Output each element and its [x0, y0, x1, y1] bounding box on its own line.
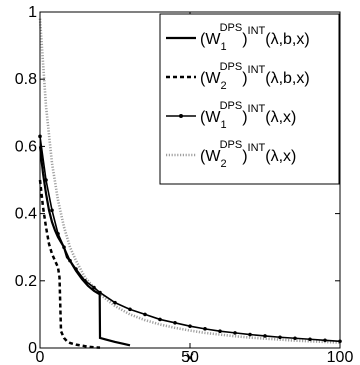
series-3-point [203, 327, 207, 331]
series-3-point [188, 324, 192, 328]
series-line-2 [38, 179, 101, 349]
x-axis-label: x [186, 349, 194, 365]
y-tick-label: 0.2 [15, 273, 37, 290]
y-tick-label: 0 [28, 340, 37, 357]
series-3-point [263, 334, 267, 338]
series-line-4 [38, 18, 341, 344]
legend-marker [179, 114, 183, 118]
legend-label-4: (W2DPS)INT(λ,x) [200, 139, 296, 170]
series-3-point [128, 307, 132, 312]
y-tick-label: 1 [28, 4, 37, 21]
series-3-point [293, 336, 297, 341]
series-3-point [278, 335, 282, 340]
series-3-point [308, 337, 312, 342]
series-3-point [50, 208, 54, 213]
series-3-point [233, 331, 237, 335]
legend-box [159, 13, 340, 185]
axes: 0 0.2 0.4 0.6 0.8 1 0 50 100 [15, 4, 354, 365]
x-tick-label: 0 [36, 349, 45, 365]
series-3-point [92, 285, 96, 290]
plot-area [38, 18, 342, 349]
legend-label-2: (W2DPS)INT(λ,b,x) [200, 61, 310, 92]
legend-label-1: (W1DPS)INT(λ,b,x) [200, 22, 310, 53]
series-3-point [173, 321, 177, 325]
legend: (W1DPS)INT(λ,b,x) (W2DPS)INT(λ,b,x) (W1DPS… [159, 13, 340, 185]
series-line-1 [38, 146, 131, 347]
y-tick-label: 0.6 [15, 138, 37, 155]
y-tick-label: 0.4 [15, 206, 37, 223]
y-tick-label: 0.8 [15, 71, 37, 88]
x-tick-label: 50 [181, 349, 199, 365]
x-tick-label: 100 [327, 349, 354, 365]
series-3-point [143, 312, 147, 317]
series-3-point [158, 317, 162, 322]
series-3-point [113, 300, 117, 305]
series-3-point [248, 332, 252, 337]
legend-label-3: (W1DPS)INT(λ,x) [200, 100, 296, 131]
series-3-point [218, 329, 222, 334]
series-3-point [323, 338, 327, 343]
